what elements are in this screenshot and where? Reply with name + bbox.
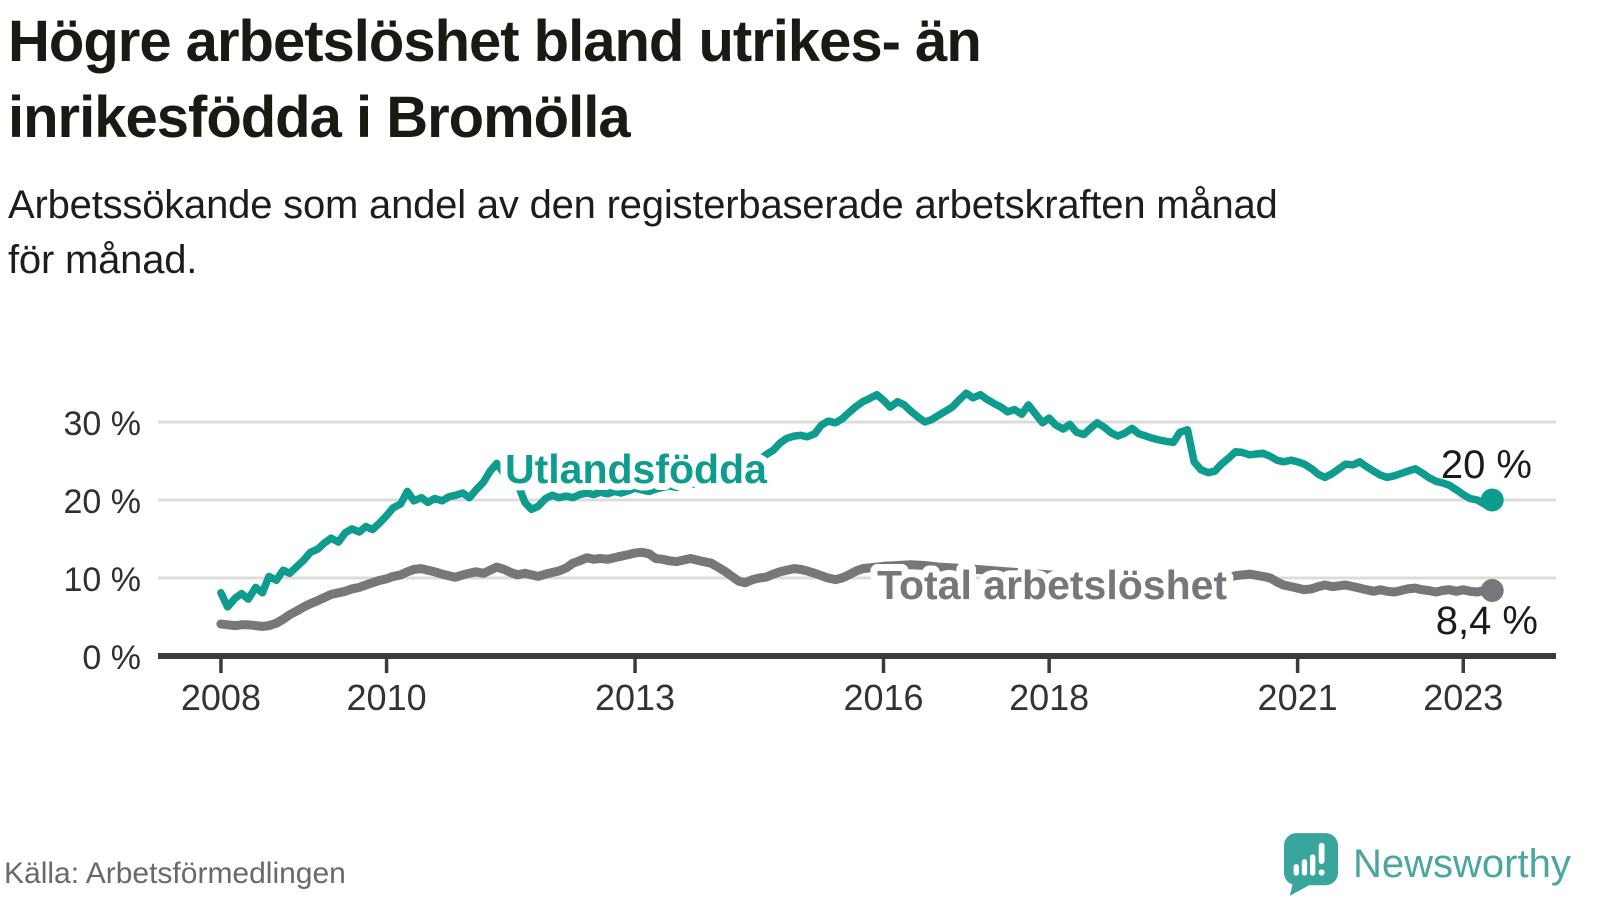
x-tick-label: 2013 (595, 677, 675, 718)
page-subtitle: Arbetssökande som andel av den registerb… (8, 178, 1278, 288)
series-line-utlandsfodda (217, 389, 1496, 611)
x-tick-label: 2023 (1423, 677, 1503, 718)
series-end-dot-total-arbetsloshet (1480, 579, 1504, 602)
chart-svg: 0 % 10 % 20 % 30 % 2008 2010 2013 2016 2018 2021… (64, 389, 1556, 718)
source-text: Källa: Arbetsförmedlingen (4, 857, 346, 890)
gridlines (158, 420, 1556, 580)
x-tick-label: 2010 (347, 677, 427, 718)
page-subtitle-line-1: Arbetssökande som andel av den registerb… (8, 183, 1278, 227)
x-tick-label: 2016 (843, 677, 923, 718)
x-tick-label: 2021 (1258, 677, 1338, 718)
series-label-utlandsfodda: Utlandsfödda (505, 446, 768, 492)
y-tick-label: 10 % (64, 561, 142, 599)
page-title: Högre arbetslöshet bland utrikes- än inr… (8, 4, 982, 156)
series-label-total-arbetsloshet: Total arbetslöshet (877, 562, 1227, 608)
end-value-label-utlandsfodda: 20 % (1441, 443, 1532, 487)
x-axis-labels: 2008 2010 2013 2016 2018 2021 2023 (181, 677, 1503, 718)
y-axis-labels: 0 % 10 % 20 % 30 % (64, 405, 142, 677)
newsworthy-brand: Newsworthy (1282, 832, 1571, 896)
y-tick-label: 30 % (64, 405, 142, 443)
newsworthy-logo-icon (1283, 833, 1339, 896)
y-tick-label: 0 % (82, 639, 141, 677)
series-line-total-arbetsloshet (216, 547, 1497, 631)
series-end-dot-utlandsfodda (1480, 488, 1504, 512)
page-subtitle-line-2: för månad. (8, 238, 198, 282)
x-tick-label: 2008 (181, 677, 261, 718)
x-axis-ticks (219, 659, 1465, 673)
page-title-line-1: Högre arbetslöshet bland utrikes- än (8, 9, 982, 74)
page-title-line-2: inrikesfödda i Bromölla (8, 85, 631, 150)
line-chart: 0 % 10 % 20 % 30 % 2008 2010 2013 2016 2018 2021… (0, 350, 1600, 760)
x-tick-label: 2018 (1009, 677, 1089, 718)
newsworthy-brand-text: Newsworthy (1353, 841, 1571, 886)
end-value-label-total-arbetsloshet: 8,4 % (1436, 599, 1538, 643)
y-tick-label: 20 % (64, 483, 142, 521)
